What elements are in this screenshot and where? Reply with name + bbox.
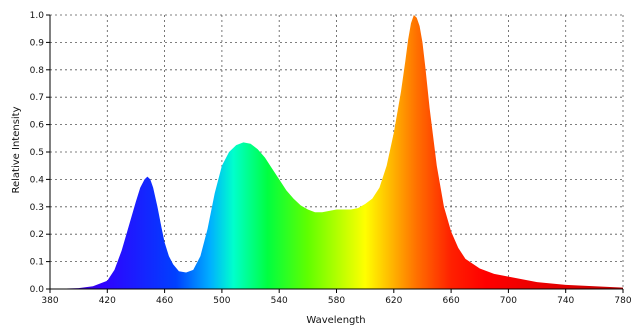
y-tick-label-8: 0.8 xyxy=(30,66,45,76)
y-tick-label-4: 0.4 xyxy=(30,175,45,185)
x-tick-label-3: 500 xyxy=(213,296,230,306)
y-tick-label-3: 0.3 xyxy=(30,203,44,213)
x-axis-label: Wavelength xyxy=(306,315,365,326)
x-tick-label-6: 620 xyxy=(385,296,402,306)
y-tick-label-5: 0.5 xyxy=(30,148,44,158)
y-axis-label: Relative Intensity xyxy=(11,106,22,193)
spectrum-area-0 xyxy=(50,15,623,289)
y-tick-label-7: 0.7 xyxy=(30,93,44,103)
x-tick-label-4: 540 xyxy=(271,296,288,306)
area-layer xyxy=(50,15,623,289)
x-tick-label-0: 380 xyxy=(41,296,58,306)
x-tick-label-10: 780 xyxy=(614,296,631,306)
y-tick-label-1: 0.1 xyxy=(30,258,44,268)
x-tick-label-5: 580 xyxy=(328,296,345,306)
x-tick-label-8: 700 xyxy=(500,296,517,306)
y-tick-label-9: 0.9 xyxy=(30,38,45,48)
y-tick-label-10: 1.0 xyxy=(30,11,45,21)
x-tick-label-9: 740 xyxy=(557,296,574,306)
x-tick-label-7: 660 xyxy=(443,296,460,306)
x-tick-label-1: 420 xyxy=(99,296,116,306)
grid-layer xyxy=(50,14,624,289)
tick-layer: 380 420 460 500 540 580 620 660 700 740 780 0.0 0.1 0… xyxy=(30,11,632,306)
y-tick-label-2: 0.2 xyxy=(30,230,44,240)
x-tick-label-2: 460 xyxy=(156,296,173,306)
y-tick-label-0: 0.0 xyxy=(30,285,45,295)
y-tick-label-6: 0.6 xyxy=(30,121,45,131)
